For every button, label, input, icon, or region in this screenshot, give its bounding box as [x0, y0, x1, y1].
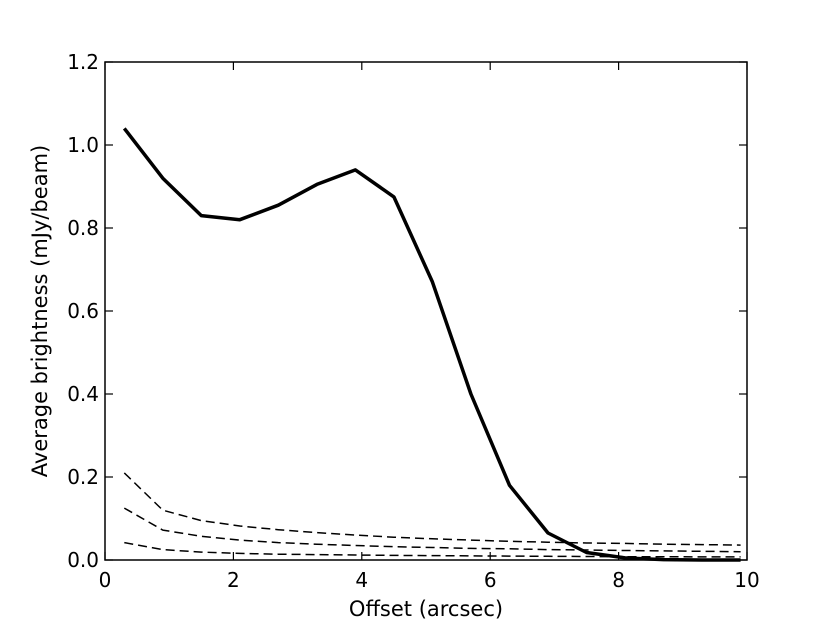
series-line-3	[123, 507, 741, 553]
y-tick-label: 0.8	[67, 216, 99, 240]
series-layer	[122, 127, 741, 562]
y-tick-label: 0.2	[67, 465, 99, 489]
y-tick-label: 0.6	[67, 299, 99, 323]
series-line-2	[123, 472, 741, 546]
x-tick-label: 6	[484, 568, 497, 592]
y-tick-label: 1.2	[67, 50, 99, 74]
y-tick-label: 1.0	[67, 133, 99, 157]
ticks-layer	[104, 61, 748, 561]
x-axis-title: Offset (arcsec)	[349, 597, 503, 621]
plot-frame	[104, 61, 748, 561]
x-tick-label: 8	[612, 568, 625, 592]
y-tick-label: 0.4	[67, 382, 99, 406]
x-tick-label: 0	[99, 568, 112, 592]
y-tick-label: 0.0	[67, 548, 99, 572]
y-axis-title: Average brightness (mJy/beam)	[28, 145, 52, 477]
x-tick-label: 10	[734, 568, 759, 592]
x-tick-label: 2	[227, 568, 240, 592]
x-tick-label: 4	[355, 568, 368, 592]
tick-labels: 0 2 4 6 8 10 0.0 0.2 0.4 0.6 0.8 1.0 1.2	[67, 50, 760, 592]
series-line-1	[122, 127, 741, 562]
series-line-4	[124, 541, 741, 558]
